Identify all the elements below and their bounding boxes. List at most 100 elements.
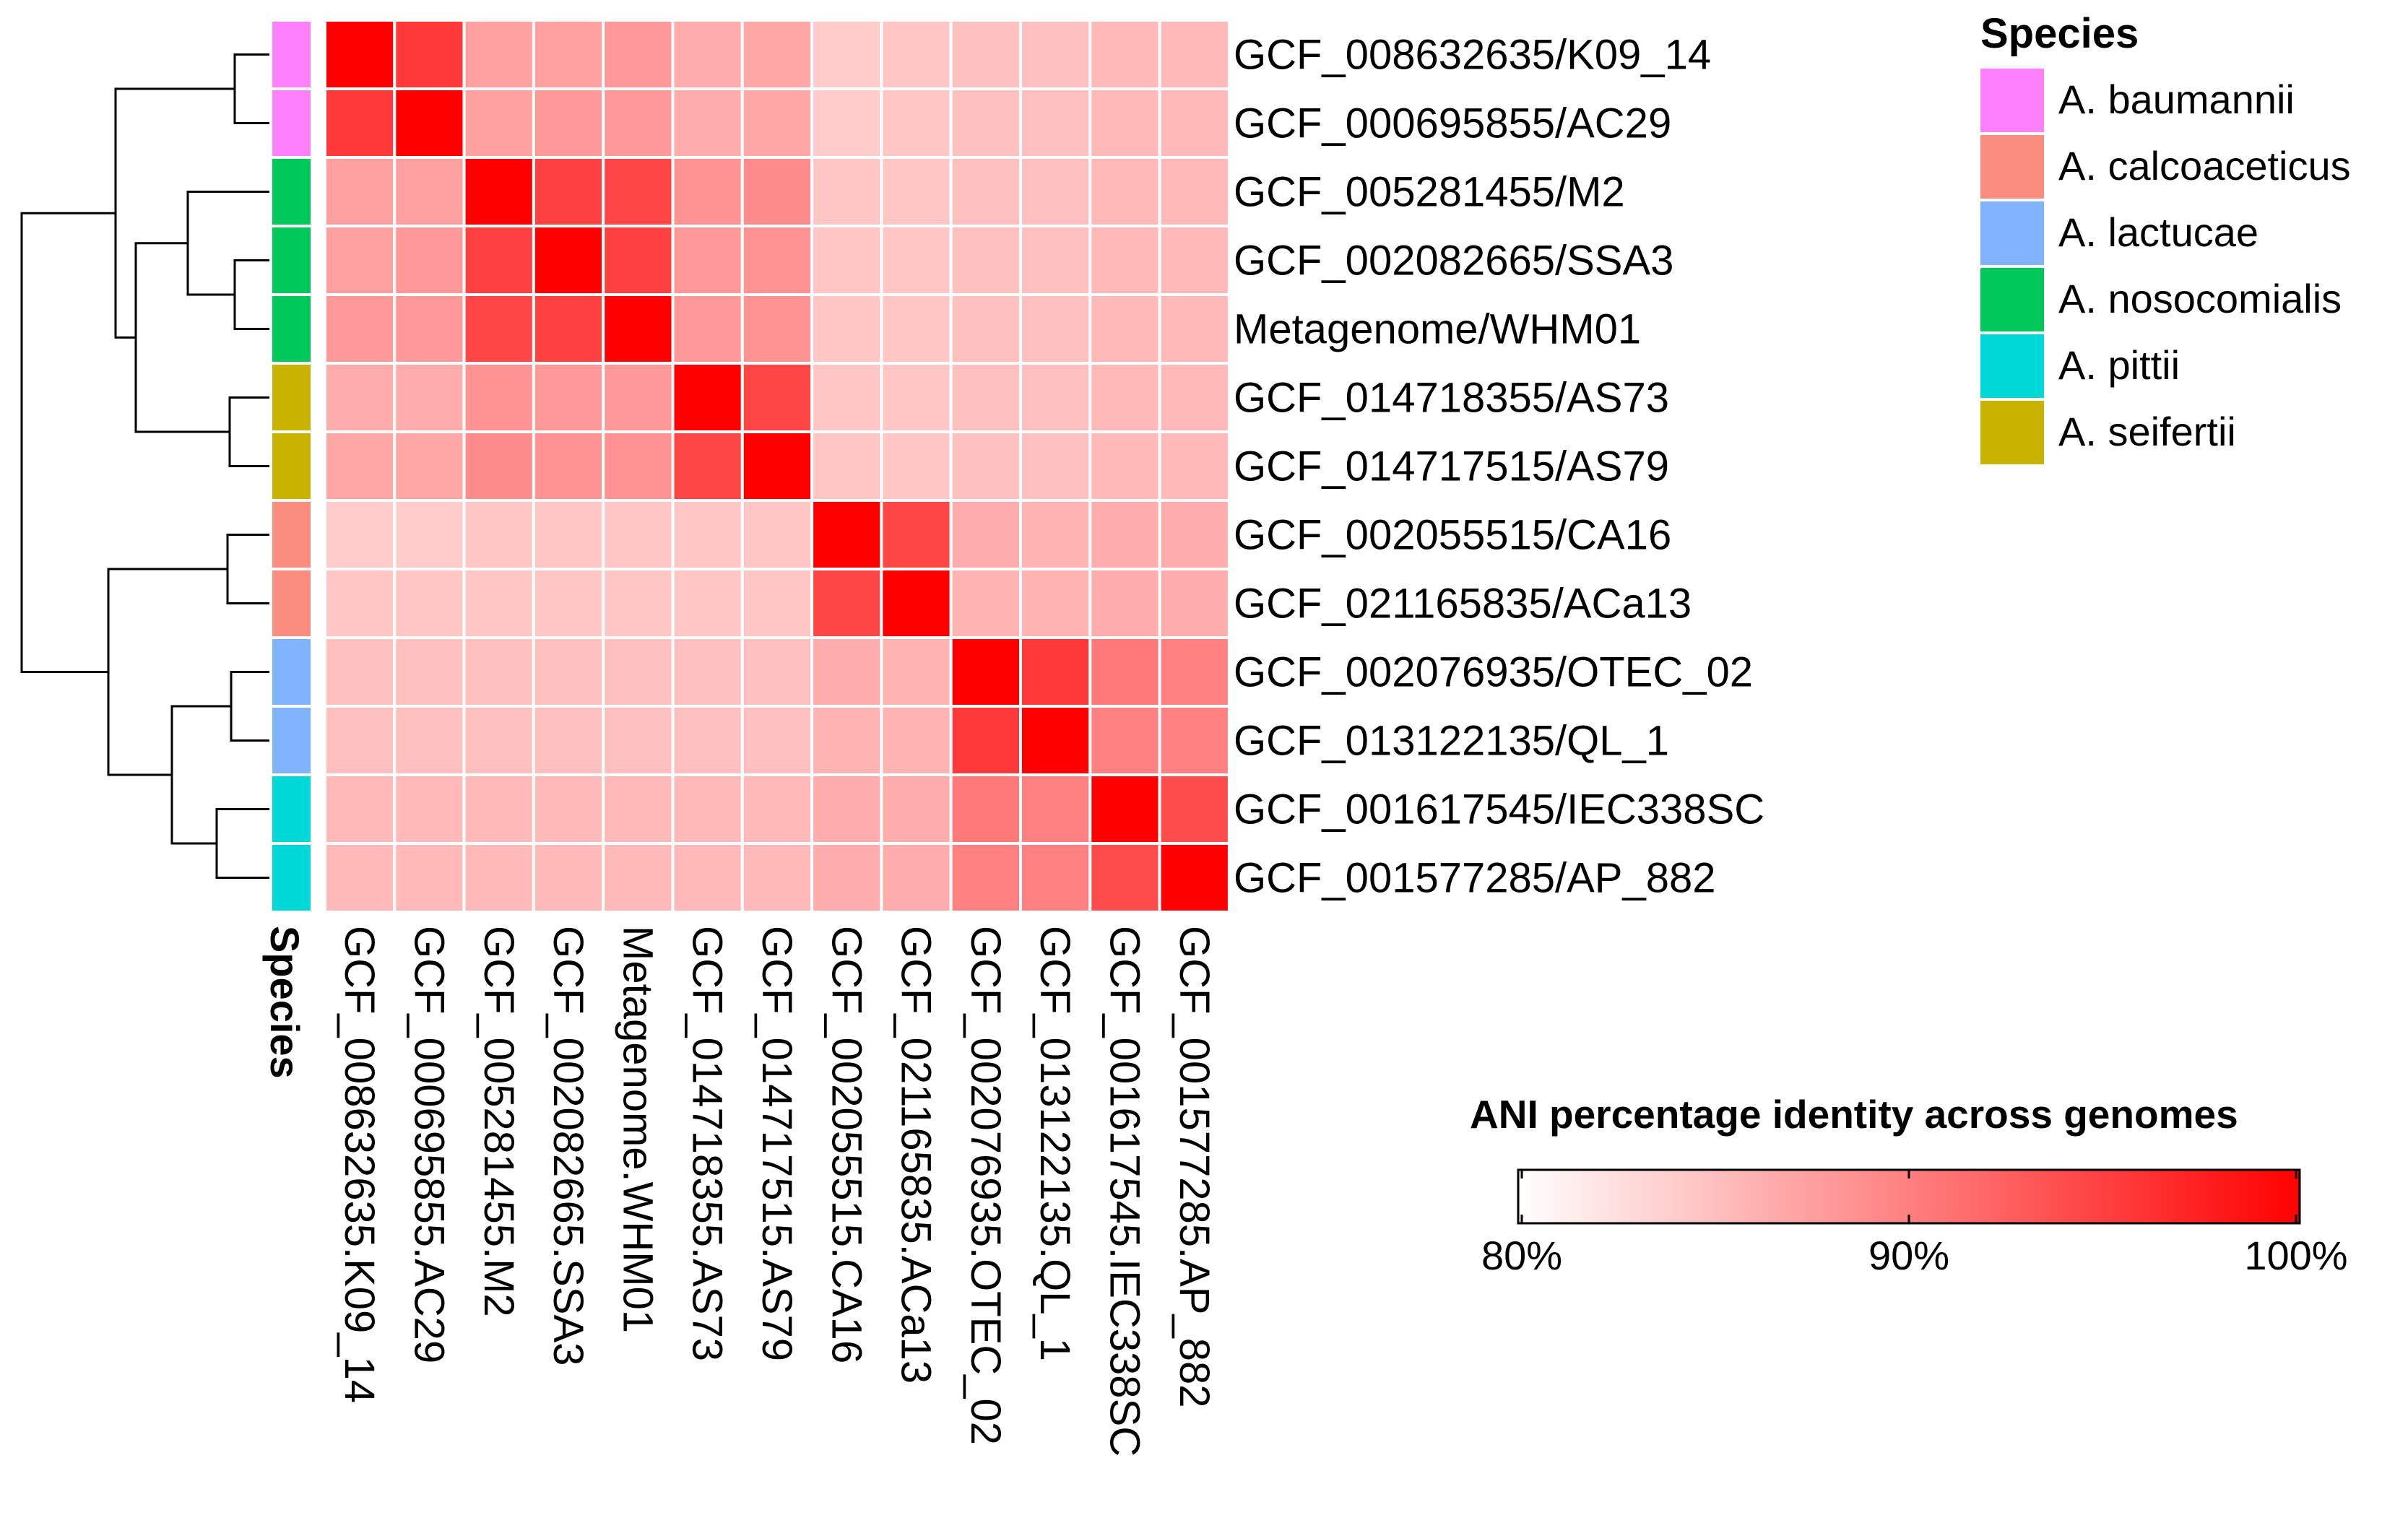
species-annotation-cell [269,19,313,90]
heatmap-cell [324,568,397,639]
heatmap-cell [1158,636,1231,708]
heatmap-cell [324,499,397,570]
heatmap-cell [810,293,883,365]
heatmap-cell [324,705,397,776]
heatmap-cell [671,362,744,433]
heatmap-cell [602,156,675,227]
dendrogram-branch [107,568,228,776]
heatmap-cell [462,430,535,502]
heatmap-cell [880,568,953,639]
heatmap-cell [462,499,535,570]
heatmap-cell [602,362,675,433]
heatmap-cell [1019,842,1092,913]
heatmap-cell [740,430,814,502]
heatmap-cell [532,225,605,296]
heatmap-cell [1158,87,1231,159]
heatmap-cell [949,362,1022,433]
heatmap-cell [532,568,605,639]
colorbar-tick-label: 100% [2244,1233,2347,1278]
heatmap-cell [949,568,1022,639]
heatmap-cell [1088,636,1161,708]
heatmap-cell [740,705,814,776]
column-label: GCF_000695855.AC29 [405,926,452,1363]
heatmap-cell [1158,430,1231,502]
heatmap-cell [324,225,397,296]
heatmap-cell [532,430,605,502]
heatmap-cell [1158,842,1231,913]
heatmap-cell [1019,156,1092,227]
column-label: GCF_008632635.K09_14 [336,926,383,1403]
dendrogram-branch [170,705,231,845]
row-label: GCF_005281455/M2 [1234,169,1625,216]
heatmap-cell [602,705,675,776]
column-label: GCF_002082665.SSA3 [545,926,592,1366]
row-label: GCF_013122135/QL_1 [1234,718,1669,765]
column-label: GCF_005281455.M2 [475,926,522,1317]
legend-swatch [1980,334,2044,398]
heatmap-cell [602,225,675,296]
heatmap-cell [880,773,953,845]
legend-label: A. pittii [2058,342,2180,388]
heatmap-cell [880,225,953,296]
heatmap-cell [532,362,605,433]
ani-colorbar-legend: ANI percentage identity across genomes 8… [1470,1092,2348,1278]
column-labels: GCF_008632635.K09_14 GCF_000695855.AC29 GC… [336,926,1218,1457]
legend-label: A. seifertii [2058,409,2236,454]
heatmap-cell [740,225,814,296]
heatmap-cell [602,568,675,639]
heatmap-cell [949,156,1022,227]
species-annotation-cell [269,568,313,639]
heatmap-cell [532,156,605,227]
heatmap-cell [1158,225,1231,296]
dendrogram-branch [134,242,230,433]
column-label: GCF_013122135.QL_1 [1031,926,1078,1361]
heatmap-cell [740,568,814,639]
species-annotation-cell [269,156,313,227]
heatmap-cell [1019,19,1092,90]
heatmap-cell [1158,156,1231,227]
dendrogram-branch [233,259,271,330]
heatmap-cell [740,842,814,913]
dendrogram-branch [114,87,235,339]
heatmap-cell [462,705,535,776]
heatmap-cell [1019,362,1092,433]
column-label: GCF_021165835.ACa13 [893,926,940,1384]
legend-swatch [1980,268,2044,331]
heatmap-cell [532,293,605,365]
column-label: GCF_014718355.AS73 [684,926,731,1361]
heatmap-cell [462,773,535,845]
column-label: Metagenome.WHM01 [614,926,661,1333]
species-annotation-bar [269,19,313,913]
column-label: GCF_001617545.IEC338SC [1101,926,1148,1457]
heatmap-cell [880,705,953,776]
heatmap-cell [1019,499,1092,570]
legend-label: A. nosocomialis [2058,276,2342,321]
heatmap-cell [949,19,1022,90]
heatmap-cell [740,499,814,570]
heatmap-cell [532,636,605,708]
heatmap-cell [1088,87,1161,159]
colorbar-title: ANI percentage identity across genomes [1470,1092,2238,1137]
heatmap-cell [1088,773,1161,845]
dendrogram-branch [233,53,271,124]
heatmap-cells [324,19,1231,913]
heatmap-cell [949,499,1022,570]
heatmap-cell [1088,19,1161,90]
heatmap-cell [393,362,466,433]
row-label: GCF_001577285/AP_882 [1234,855,1716,902]
heatmap-cell [949,293,1022,365]
heatmap-cell [949,842,1022,913]
heatmap-cell [671,430,744,502]
heatmap-cell [324,19,397,90]
species-annotation-cell [269,705,313,776]
heatmap-cell [671,773,744,845]
heatmap-cell [740,362,814,433]
heatmap-cell [1019,225,1092,296]
heatmap-cell [324,430,397,502]
species-legend-title: Species [1980,10,2139,57]
heatmap-cell [880,636,953,708]
heatmap-cell [462,636,535,708]
heatmap-cell [602,87,675,159]
heatmap-cell [810,225,883,296]
heatmap-cell [462,842,535,913]
